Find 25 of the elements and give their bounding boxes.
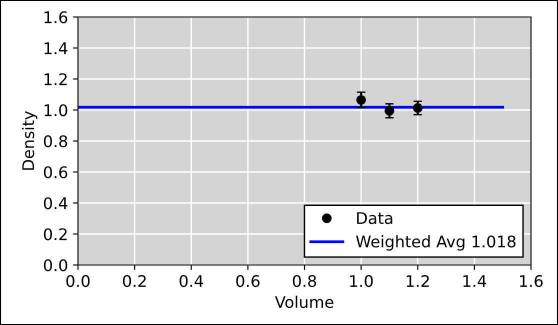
- x-tick-label: 0.8: [292, 275, 316, 288]
- point: [356, 95, 366, 105]
- point: [412, 103, 423, 113]
- x-tick-label: 0.6: [236, 275, 260, 288]
- x-tick-label: 1.6: [520, 275, 543, 288]
- y-tick-label: 1.4: [44, 42, 68, 54]
- y-tick-label: 0.0: [44, 259, 68, 272]
- point: [384, 106, 394, 116]
- y-tick-label: 0.2: [44, 228, 67, 240]
- x-tick-label: 1.4: [463, 275, 486, 287]
- x-tick-label: 0.4: [180, 275, 204, 288]
- y-axis-title: Density: [22, 111, 38, 170]
- x-tick-label: 0.2: [122, 275, 146, 288]
- y-tick-label: 1.2: [44, 73, 67, 86]
- y-tick-label: 0.8: [44, 135, 68, 148]
- x-tick-label: 1.2: [406, 275, 429, 287]
- y-tick-label: 1.6: [44, 11, 68, 24]
- x-tick-label: 1.0: [350, 275, 373, 288]
- y-tick-label: 1.0: [44, 104, 68, 116]
- x-tick-label: 0.0: [66, 275, 90, 288]
- legend-label: Weighted Avg 1.018: [356, 235, 516, 251]
- legend-label: Data: [357, 212, 392, 224]
- x-axis-title: Volume: [274, 296, 334, 308]
- y-tick-label: 0.4: [44, 197, 68, 210]
- y-tick-label: 0.6: [44, 166, 68, 178]
